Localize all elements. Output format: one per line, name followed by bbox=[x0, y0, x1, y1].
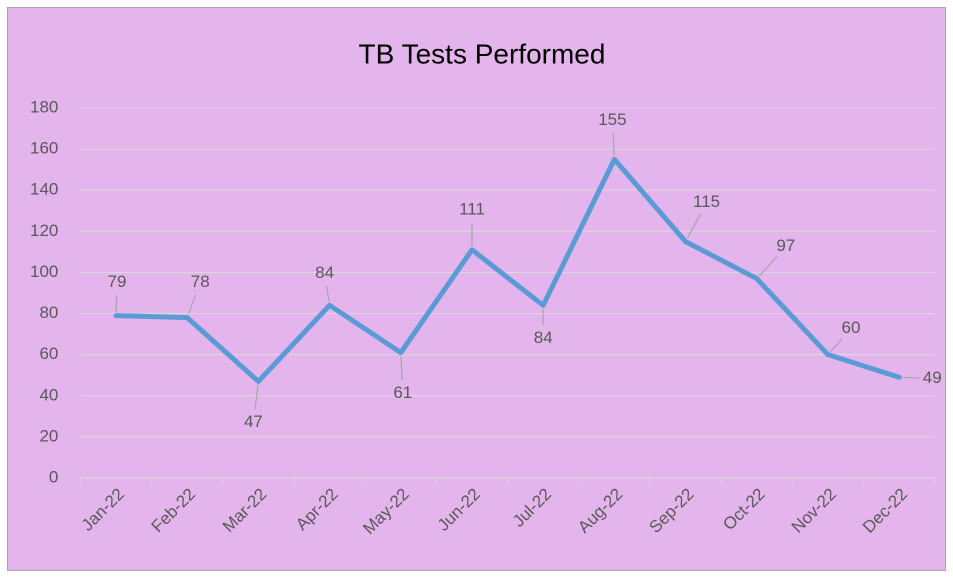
y-tick-label: 40 bbox=[39, 385, 58, 404]
data-label: 49 bbox=[923, 368, 942, 387]
data-label: 84 bbox=[315, 263, 334, 282]
leader-line bbox=[400, 356, 403, 381]
leader-line bbox=[686, 213, 701, 239]
data-label: 97 bbox=[776, 236, 795, 255]
data-label: 84 bbox=[534, 328, 553, 347]
data-label: 111 bbox=[459, 199, 485, 218]
y-tick-label: 120 bbox=[30, 221, 58, 240]
y-tick-label: 0 bbox=[49, 467, 58, 486]
y-tick-label: 60 bbox=[39, 344, 58, 363]
y-tick-label: 20 bbox=[39, 426, 58, 445]
leader-line bbox=[830, 338, 843, 353]
chart-title: TB Tests Performed bbox=[359, 38, 606, 69]
leader-line bbox=[759, 255, 778, 277]
y-tick-label: 100 bbox=[30, 262, 58, 281]
series-line bbox=[113, 156, 902, 384]
leader-line bbox=[188, 294, 197, 315]
y-tick-label: 160 bbox=[30, 139, 58, 158]
data-label: 79 bbox=[108, 272, 127, 291]
data-label: 155 bbox=[598, 110, 626, 129]
y-tick-label: 80 bbox=[39, 303, 58, 322]
data-label: 78 bbox=[191, 272, 210, 291]
y-tick-label: 180 bbox=[30, 97, 58, 116]
data-label: 61 bbox=[393, 383, 412, 402]
leader-line bbox=[612, 133, 615, 156]
data-label: 60 bbox=[842, 318, 861, 337]
chart-area bbox=[7, 7, 946, 571]
data-label: 47 bbox=[244, 412, 263, 431]
leader-line bbox=[326, 286, 330, 302]
y-tick-label: 140 bbox=[30, 180, 58, 199]
data-label: 115 bbox=[693, 192, 720, 211]
leader-line bbox=[254, 385, 259, 410]
